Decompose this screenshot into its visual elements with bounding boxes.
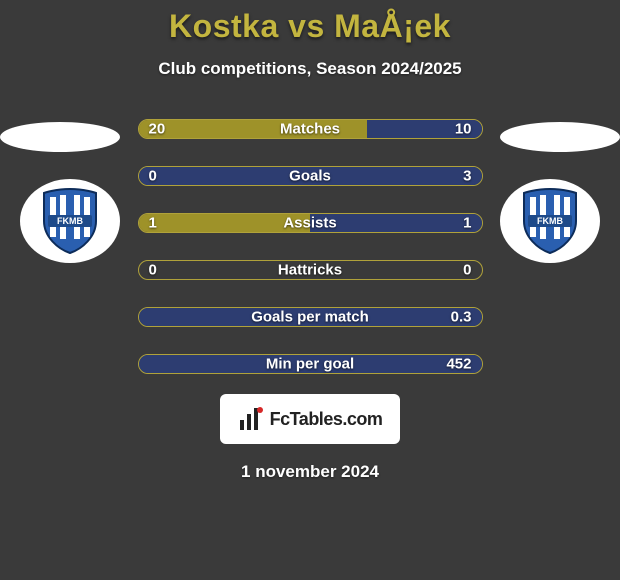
club-logo-label: FKMB — [57, 216, 83, 226]
subtitle: Club competitions, Season 2024/2025 — [158, 59, 461, 79]
stat-row: 1 1 Assists — [138, 213, 483, 233]
stat-value-right: 10 — [455, 121, 472, 138]
player-photo-placeholder-left — [0, 122, 120, 152]
stat-label: Goals per match — [251, 309, 369, 326]
stat-value-right: 3 — [463, 168, 471, 185]
stat-label: Min per goal — [266, 356, 354, 373]
stat-label: Hattricks — [278, 262, 342, 279]
stat-label: Assists — [283, 215, 336, 232]
stat-value-left: 0 — [149, 168, 157, 185]
comparison-bars: 20 10 Matches 0 3 Goals 1 1 Assists 0 0 Hattricks 0.… — [138, 119, 483, 374]
stat-row: 0.3 Goals per match — [138, 307, 483, 327]
stat-value-right: 1 — [463, 215, 471, 232]
stat-row: 0 3 Goals — [138, 166, 483, 186]
stat-value-left: 0 — [149, 262, 157, 279]
stat-label: Goals — [289, 168, 331, 185]
bars-icon — [238, 406, 264, 432]
stat-value-left: 1 — [149, 215, 157, 232]
brand-badge: FcTables.com — [220, 394, 400, 444]
page-title: Kostka vs MaÅ¡ek — [169, 8, 451, 45]
stat-value-right: 0.3 — [451, 309, 472, 326]
stat-value-right: 452 — [446, 356, 471, 373]
stat-value-right: 0 — [463, 262, 471, 279]
stat-label: Matches — [280, 121, 340, 138]
player-photo-placeholder-right — [500, 122, 620, 152]
infographic-container: Kostka vs MaÅ¡ek Club competitions, Seas… — [0, 0, 620, 580]
stat-row: 20 10 Matches — [138, 119, 483, 139]
club-logo-right: FKMB — [500, 179, 600, 263]
club-logo-label: FKMB — [537, 216, 563, 226]
brand-text: FcTables.com — [270, 409, 383, 430]
shield-icon: FKMB — [520, 187, 580, 255]
stat-row: 452 Min per goal — [138, 354, 483, 374]
snapshot-date: 1 november 2024 — [241, 462, 379, 482]
club-logo-left: FKMB — [20, 179, 120, 263]
stat-row: 0 0 Hattricks — [138, 260, 483, 280]
shield-icon: FKMB — [40, 187, 100, 255]
stat-value-left: 20 — [149, 121, 166, 138]
